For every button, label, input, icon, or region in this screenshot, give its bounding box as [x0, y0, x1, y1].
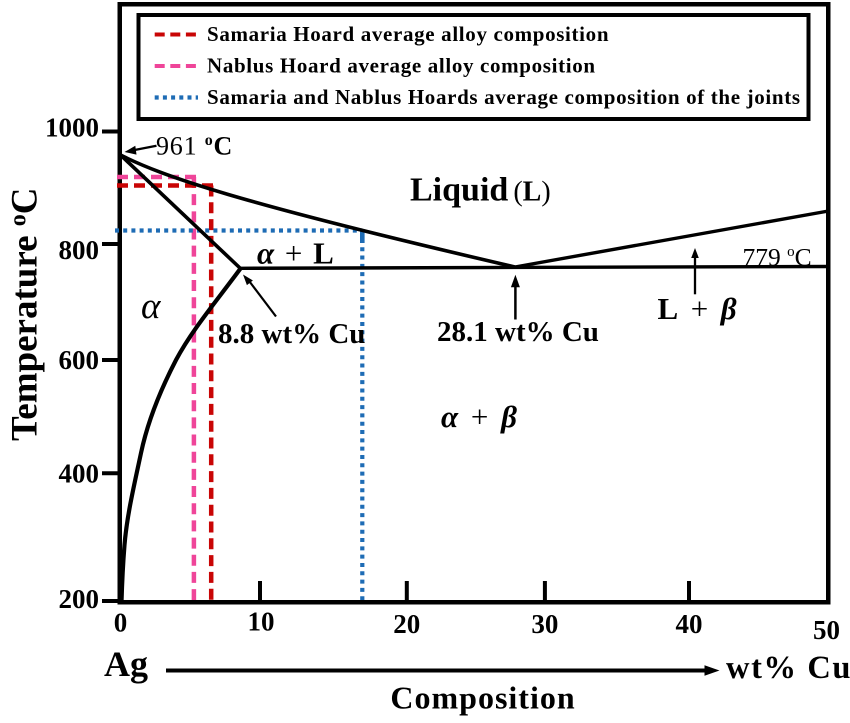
svg-text:Samaria and Nablus Hoards aver: Samaria and Nablus Hoards average compos…: [207, 85, 801, 109]
svg-text:200: 200: [59, 584, 100, 614]
svg-text:α + L: α + L: [257, 236, 335, 271]
svg-text:Ag: Ag: [104, 644, 148, 684]
svg-text:10: 10: [248, 607, 275, 637]
svg-text:20: 20: [393, 609, 420, 639]
svg-text:1000: 1000: [45, 113, 99, 143]
svg-text:40: 40: [676, 609, 703, 639]
svg-text:50: 50: [813, 615, 840, 645]
svg-text:779 oC: 779 oC: [743, 243, 812, 272]
svg-text:α: α: [141, 286, 162, 327]
svg-text:28.1 wt% Cu: 28.1 wt% Cu: [437, 316, 599, 348]
svg-text:400: 400: [59, 459, 100, 489]
svg-text:800: 800: [59, 235, 100, 265]
svg-text:Temperature oC: Temperature oC: [5, 187, 46, 441]
svg-text:30: 30: [531, 609, 558, 639]
svg-text:α + β: α + β: [441, 399, 520, 434]
svg-text:0: 0: [114, 608, 128, 638]
svg-text:600: 600: [59, 345, 100, 375]
svg-text:L + β: L + β: [658, 291, 740, 326]
svg-text:Samaria Hoard average alloy co: Samaria Hoard average alloy composition: [207, 22, 609, 46]
svg-text:Composition: Composition: [390, 680, 575, 716]
svg-text:Liquid(L): Liquid (L): [410, 172, 551, 209]
svg-text:wt% Cu: wt% Cu: [726, 650, 850, 686]
svg-text:961 oC: 961 oC: [156, 132, 233, 161]
svg-text:8.8 wt% Cu: 8.8 wt% Cu: [218, 318, 365, 350]
svg-text:Nablus Hoard average alloy com: Nablus Hoard average alloy composition: [207, 54, 596, 78]
